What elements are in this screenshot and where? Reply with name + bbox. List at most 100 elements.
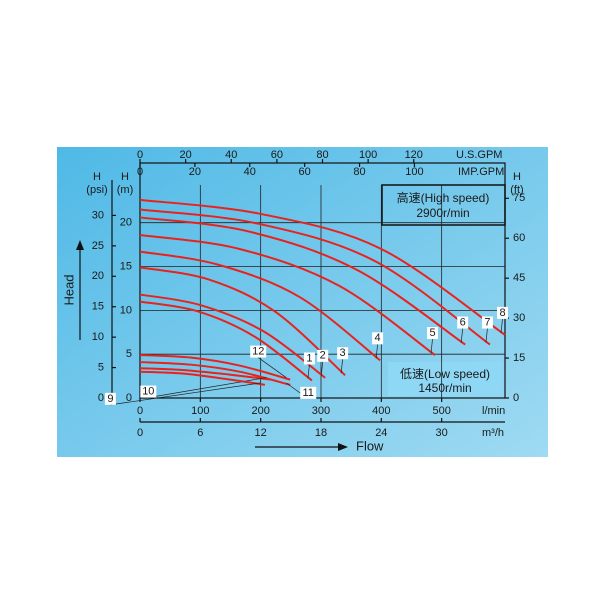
low-speed-title: 低速(Low speed) <box>400 367 490 381</box>
x3-tick-label: 80 <box>316 149 328 161</box>
x-tick-label: 100 <box>191 405 209 417</box>
x2-tick-label: 18 <box>315 427 327 439</box>
y-tick-label: 5 <box>126 348 132 360</box>
curve <box>139 266 346 376</box>
x2-tick-label: 0 <box>137 427 143 439</box>
psi-tick-label: 10 <box>92 331 104 343</box>
x3-tick-label: 100 <box>359 149 377 161</box>
m-head: H <box>121 171 129 183</box>
high-speed-box <box>381 184 506 226</box>
label-leader <box>500 318 503 333</box>
label-leader <box>320 361 324 376</box>
psi-tick-label: 15 <box>92 301 104 313</box>
x2-tick-label: 12 <box>255 427 267 439</box>
label-box <box>481 316 493 329</box>
x-tick-label: 400 <box>372 405 390 417</box>
label-box <box>372 332 384 345</box>
label-box <box>250 345 267 358</box>
y2-tick-label: 45 <box>513 272 525 284</box>
head-arrow-head <box>76 240 84 250</box>
curve-label: 8 <box>499 307 505 319</box>
curve-label: 2 <box>320 350 326 362</box>
psi-tick-label: 30 <box>92 209 104 221</box>
high-speed-rpm: 2900r/min <box>416 206 469 220</box>
label-box <box>317 349 329 362</box>
curve <box>139 250 381 362</box>
psi-unit: (psi) <box>86 184 107 196</box>
x2-tick-label: 24 <box>375 427 387 439</box>
low-speed-rpm: 1450r/min <box>418 381 471 395</box>
label-leader <box>148 377 267 398</box>
background <box>57 147 548 457</box>
m3h-unit: m³/h <box>482 427 504 439</box>
curve <box>139 293 326 379</box>
y-tick-label: 20 <box>120 217 132 229</box>
x3-tick-label: 0 <box>137 149 143 161</box>
x-tick-label: 300 <box>312 405 330 417</box>
curve-label: 10 <box>142 385 154 397</box>
psi-tick-label: 5 <box>98 361 104 373</box>
psi-head: H <box>93 171 101 183</box>
curve <box>139 216 466 346</box>
ft-head: H <box>513 171 521 183</box>
label-leader <box>430 339 433 354</box>
label-box <box>457 316 469 329</box>
lmin-unit: l/min <box>482 405 505 417</box>
curve <box>139 354 291 381</box>
curve-label: 1 <box>306 352 312 364</box>
curve <box>139 300 313 382</box>
label-box <box>337 347 349 360</box>
curve-label: 9 <box>107 393 113 405</box>
label-leader <box>258 357 287 378</box>
x4-tick-label: 40 <box>244 166 256 178</box>
x3-tick-label: 120 <box>405 149 423 161</box>
label-box <box>104 392 116 405</box>
curve-label: 3 <box>340 347 346 359</box>
ft-unit: (ft) <box>510 184 523 196</box>
x-tick-label: 200 <box>251 405 269 417</box>
curve <box>139 367 271 381</box>
usgpm-unit: U.S.GPM <box>456 149 502 161</box>
low-speed-box <box>388 362 502 396</box>
label-leader <box>307 364 310 379</box>
label-box <box>303 352 315 365</box>
flow-arrow-head <box>338 443 348 451</box>
label-leader <box>460 328 464 343</box>
label-box <box>300 386 317 399</box>
psi-tick-label: 0 <box>98 392 104 404</box>
x2-tick-label: 6 <box>197 427 203 439</box>
curve-label: 12 <box>252 345 264 357</box>
curve-label: 4 <box>375 332 381 344</box>
x4-tick-label: 100 <box>405 166 423 178</box>
x3-tick-label: 40 <box>225 149 237 161</box>
label-leader <box>375 344 378 359</box>
y2-tick-label: 60 <box>513 232 525 244</box>
curve-label: 11 <box>303 387 314 399</box>
x3-tick-label: 60 <box>271 149 283 161</box>
x-axis-title: Flow <box>356 438 384 453</box>
y2-tick-label: 75 <box>513 192 525 204</box>
x4-tick-label: 60 <box>299 166 311 178</box>
y2-tick-label: 30 <box>513 312 525 324</box>
y-tick-label: 0 <box>126 392 132 404</box>
label-box <box>497 306 508 319</box>
x4-tick-label: 0 <box>137 166 143 178</box>
curve <box>139 370 266 386</box>
label-box <box>427 327 439 340</box>
curve <box>139 208 491 346</box>
label-leader <box>485 328 488 343</box>
x3-tick-label: 20 <box>180 149 192 161</box>
psi-tick-label: 25 <box>92 240 104 252</box>
y2-tick-label: 15 <box>513 352 525 364</box>
impgpm-unit: IMP.GPM <box>458 166 504 178</box>
psi-tick-label: 20 <box>92 270 104 282</box>
y-axis-title: Head <box>61 274 76 305</box>
x4-tick-label: 80 <box>353 166 365 178</box>
curve-label: 6 <box>460 316 466 328</box>
curve-label: 7 <box>484 316 490 328</box>
label-box <box>140 385 157 398</box>
label-leader <box>110 382 261 406</box>
m-unit: (m) <box>117 184 134 196</box>
y-tick-label: 15 <box>120 260 132 272</box>
y-tick-label: 10 <box>120 304 132 316</box>
